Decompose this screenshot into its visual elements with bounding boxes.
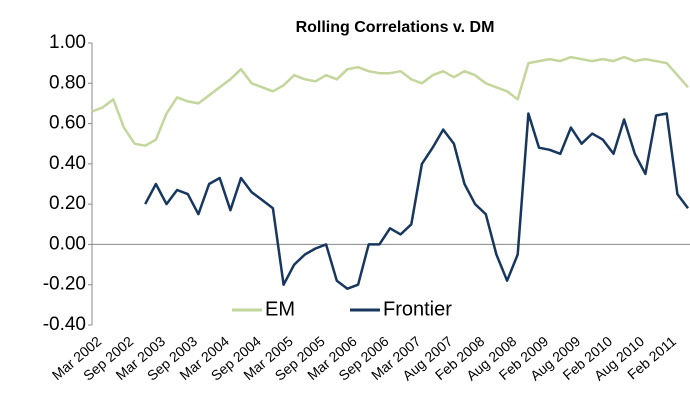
y-tick-label: 0.60 [49,113,86,134]
chart-title: Rolling Correlations v. DM [296,19,495,36]
y-tick-label: 0.40 [49,153,86,174]
legend-label: EM [265,298,295,320]
legend-label: Frontier [383,298,452,320]
y-tick-label: 0.20 [49,193,86,214]
y-tick-label: -0.20 [43,274,86,295]
y-tick-label: -0.40 [43,314,86,335]
line-series [144,112,689,290]
line-series [91,55,689,147]
y-tick-label: 0.00 [49,233,86,254]
y-tick-label: 0.80 [49,72,86,93]
y-tick-label: 1.00 [49,32,86,53]
